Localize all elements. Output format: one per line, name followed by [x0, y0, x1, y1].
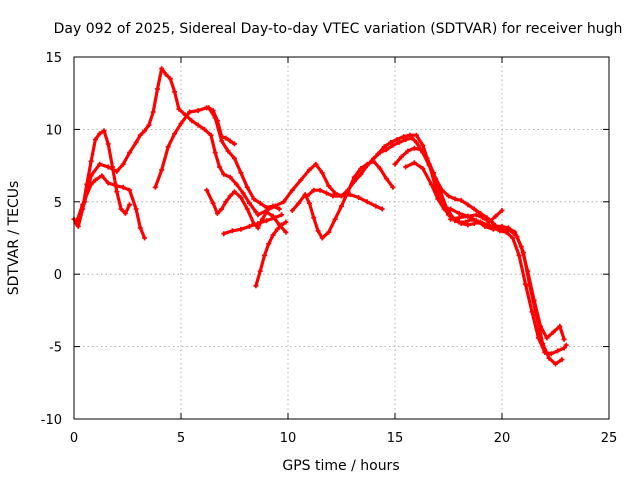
y-tick-label: 5	[54, 196, 62, 211]
y-tick-label: -5	[49, 341, 62, 356]
series-arc-8	[253, 219, 289, 289]
y-tick-label: 15	[45, 51, 62, 66]
y-tick-label: 0	[54, 268, 62, 283]
series-arc-7	[221, 212, 285, 237]
chart-ticks: 0 5 10 15 20 25 -10 -5 0 5 10 15	[41, 51, 618, 446]
x-tick-label: 10	[280, 431, 297, 446]
series-point-markers	[448, 208, 505, 225]
x-axis-title: GPS time / hours	[282, 458, 399, 474]
plot-frame	[73, 56, 610, 420]
series-arc-14	[403, 160, 569, 357]
x-tick-label: 15	[387, 431, 404, 446]
y-tick-label: 10	[45, 123, 62, 138]
y-tick-label: -10	[41, 413, 62, 428]
series-arc-12	[369, 132, 567, 342]
series-point-markers	[253, 219, 289, 289]
series-point-markers	[221, 212, 285, 237]
series-line	[205, 188, 288, 234]
series-arc-11	[304, 187, 385, 212]
x-tick-label: 0	[70, 431, 78, 446]
series-line	[254, 220, 288, 288]
x-tick-label: 25	[601, 431, 618, 446]
series-arc-10	[289, 158, 396, 241]
chart-title: Day 092 of 2025, Sidereal Day-to-day VTE…	[54, 21, 623, 37]
chart-grid	[74, 57, 609, 419]
chart-series-layer	[71, 66, 569, 367]
x-tick-label: 5	[177, 431, 185, 446]
x-tick-label: 20	[494, 431, 511, 446]
series-arc-3	[75, 66, 259, 225]
series-arc-15	[448, 208, 505, 225]
series-point-markers	[304, 187, 385, 212]
series-point-markers	[75, 66, 259, 225]
series-point-markers	[289, 158, 396, 241]
y-axis-title: SDTVAR / TECUs	[6, 181, 22, 296]
series-point-markers	[403, 160, 569, 357]
series-line	[404, 161, 568, 356]
